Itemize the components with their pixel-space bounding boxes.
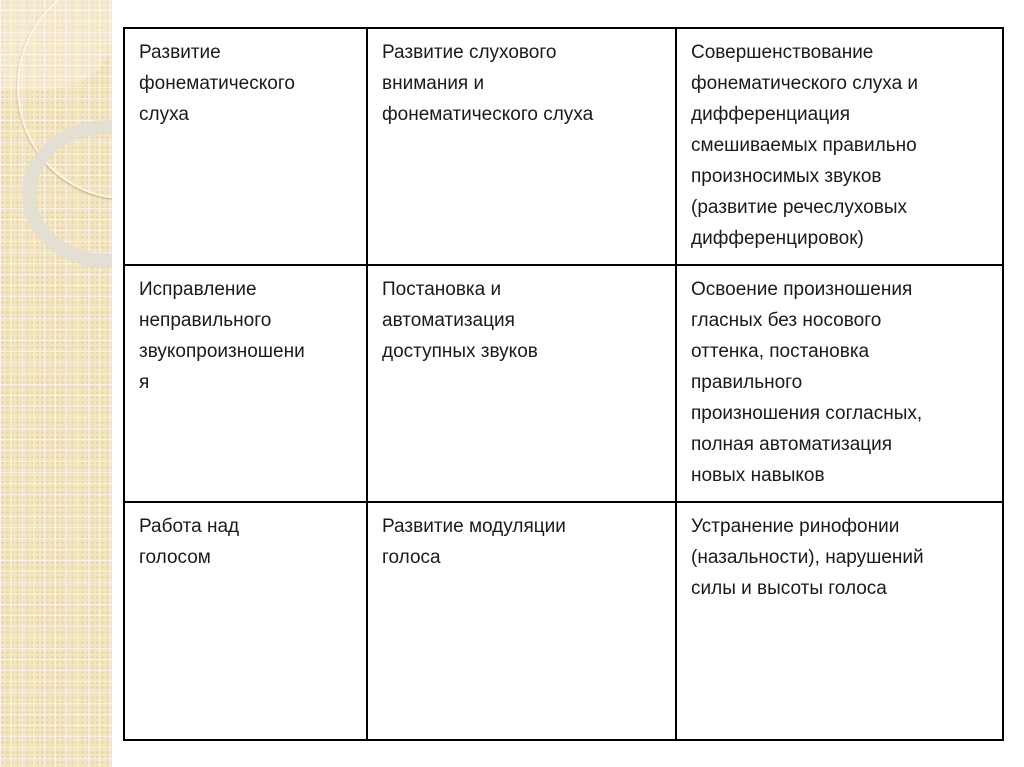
decorative-rings <box>0 0 112 767</box>
table-row: Исправление неправильного звукопроизноше… <box>123 264 1004 503</box>
table-cell: Развитие слухового внимания и фонематиче… <box>366 27 677 266</box>
table-cell: Работа над голосом <box>123 501 368 741</box>
table-cell: Развитие фонематического слуха <box>123 27 368 266</box>
table-cell: Исправление неправильного звукопроизноше… <box>123 264 368 503</box>
table-cell: Постановка и автоматизация доступных зву… <box>366 264 677 503</box>
content-table: Развитие фонематического слуха Развитие … <box>123 27 1004 741</box>
table-cell: Развитие модуляции голоса <box>366 501 677 741</box>
table-cell: Совершенствование фонематического слуха … <box>675 27 1004 266</box>
table-cell: Освоение произношения гласных без носово… <box>675 264 1004 503</box>
table-row: Развитие фонематического слуха Развитие … <box>123 27 1004 266</box>
table-row: Работа над голосом Развитие модуляции го… <box>123 501 1004 741</box>
table-cell: Устранение ринофонии (назальности), нару… <box>675 501 1004 741</box>
